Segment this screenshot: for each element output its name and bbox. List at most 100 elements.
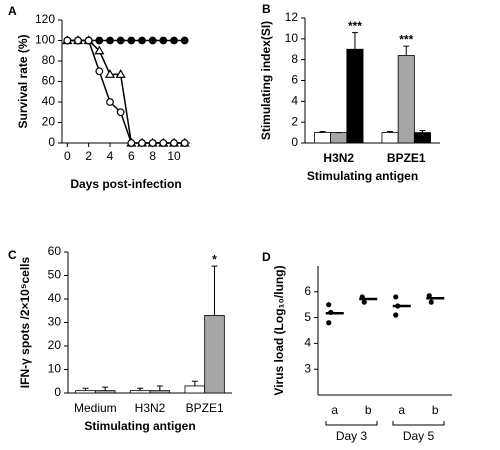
x-tick-label: Medium: [74, 401, 117, 415]
x-tick-label: 8: [149, 149, 156, 163]
marker: [63, 36, 72, 45]
x-tick-label: BPZE1: [387, 151, 426, 165]
panel-letter: C: [8, 248, 17, 262]
y-tick-label: 5: [304, 310, 311, 324]
marker: [106, 98, 114, 106]
y-tick-label: 0: [48, 135, 55, 149]
error-bar: [387, 131, 394, 133]
y-tick-label: 20: [42, 115, 56, 129]
marker: [74, 36, 82, 45]
y-axis-label: Virus load (Log₁₀/lung): [272, 265, 286, 395]
error-bar: [191, 380, 198, 386]
y-tick-label: 100: [35, 33, 55, 47]
y-tick-label: 2: [291, 114, 298, 128]
y-tick-label: 20: [48, 338, 62, 352]
marker: [159, 139, 168, 147]
marker: [106, 36, 114, 45]
marker: [84, 36, 93, 45]
bar: [397, 55, 415, 144]
series-line: [67, 39, 185, 144]
error-bar: [211, 265, 218, 316]
y-tick-label: 60: [48, 244, 62, 258]
panel-letter: B: [262, 2, 271, 16]
y-axis-label: Survival rate (%): [16, 34, 30, 128]
bar: [413, 132, 431, 144]
point: [361, 299, 367, 305]
y-tick-label: 10: [285, 31, 299, 45]
x-axis-label: Days post-infection: [70, 177, 181, 191]
marker: [159, 36, 168, 45]
y-tick-label: 3: [304, 361, 311, 375]
marker: [115, 69, 126, 78]
point: [326, 320, 332, 326]
error-bar: [102, 386, 109, 391]
marker: [138, 36, 146, 45]
y-tick-label: 50: [48, 268, 62, 282]
y-tick-label: 80: [42, 53, 56, 67]
error-bar: [419, 130, 426, 133]
marker: [94, 45, 105, 55]
x-tick-label: 10: [167, 149, 181, 163]
y-tick-label: 6: [291, 73, 298, 87]
marker: [138, 139, 146, 147]
x-tick-label: 6: [128, 149, 135, 163]
bar: [314, 132, 332, 144]
y-tick-label: 40: [48, 291, 62, 305]
panel-letter: A: [8, 4, 17, 18]
y-axis-label: Stimulating index(SI): [259, 21, 273, 140]
marker: [95, 36, 104, 45]
point: [326, 302, 332, 308]
error-bar: [156, 385, 163, 391]
error-bar: [403, 45, 410, 56]
marker: [180, 36, 189, 45]
x-tick-label: b: [432, 403, 439, 417]
x-tick-label: 2: [85, 149, 92, 163]
bar: [330, 132, 348, 144]
error-bar: [351, 32, 358, 50]
marker: [148, 36, 157, 45]
marker: [170, 139, 178, 147]
marker: [180, 139, 189, 147]
marker: [170, 36, 178, 45]
bar: [75, 390, 96, 394]
x-tick-label: a: [398, 403, 405, 417]
x-tick-label: 4: [107, 149, 114, 163]
marker: [127, 139, 136, 147]
y-tick-label: 30: [48, 315, 62, 329]
bar: [381, 132, 399, 144]
x-tick-label: a: [331, 403, 338, 417]
group-label: Day 5: [403, 429, 435, 443]
point: [428, 299, 434, 305]
y-tick-label: 60: [42, 74, 56, 88]
error-bar: [319, 131, 326, 133]
bar: [149, 390, 171, 394]
y-tick-label: 10: [48, 362, 62, 376]
bar: [94, 390, 116, 394]
y-tick-label: 40: [42, 94, 56, 108]
annotation: ***: [348, 19, 362, 33]
x-tick-label: H3N2: [323, 151, 354, 165]
y-tick-label: 6: [304, 284, 311, 298]
x-tick-label: BPZE1: [186, 401, 224, 415]
group-bracket: [392, 421, 445, 426]
annotation: ***: [399, 32, 413, 46]
annotation: *: [212, 252, 217, 266]
x-tick-label: 0: [64, 149, 71, 163]
bar: [184, 385, 206, 394]
group-bracket: [325, 421, 378, 426]
y-tick-label: 8: [291, 52, 298, 66]
marker: [116, 108, 125, 117]
bar: [346, 48, 364, 144]
y-tick-label: 4: [304, 336, 311, 350]
marker: [116, 36, 125, 45]
y-tick-label: 4: [291, 94, 298, 108]
y-axis-label: IFN-γ spots /2×10⁵cells: [18, 257, 32, 389]
marker: [104, 69, 116, 78]
point: [393, 294, 399, 300]
panel-letter: D: [262, 250, 271, 264]
group-label: Day 3: [336, 429, 368, 443]
error-bar: [82, 387, 89, 391]
bar: [129, 390, 151, 394]
marker: [148, 139, 157, 147]
